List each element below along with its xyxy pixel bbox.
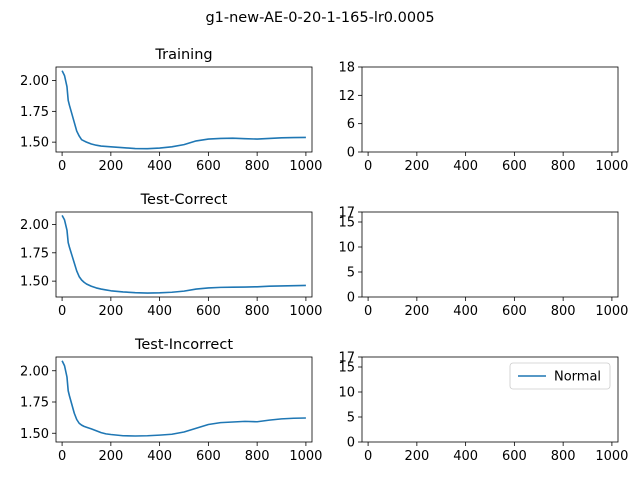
x-tick-label-training-1: 200	[98, 159, 123, 174]
y-tick-label-right-middle-2: 10	[338, 241, 355, 256]
axes-frame-test-incorrect	[55, 356, 313, 443]
x-tick-label-training-0: 0	[58, 159, 66, 174]
axes-frame-training	[55, 66, 313, 153]
x-tick-label-test-incorrect-5: 1000	[289, 449, 322, 464]
x-tick-label-test-correct-5: 1000	[289, 304, 322, 319]
axes-frame-right-top	[361, 66, 619, 153]
x-tick-label-right-bottom-4: 800	[551, 449, 576, 464]
x-tick-label-test-correct-1: 200	[98, 304, 123, 319]
series-line-test-incorrect-0	[61, 360, 306, 437]
axes-frame-test-correct	[55, 211, 313, 298]
x-tick-label-test-incorrect-1: 200	[98, 449, 123, 464]
subplot-training: 0 200 400 600 800 1000 1.50 1.75 2.00 Training	[20, 47, 322, 174]
x-tick-label-right-bottom-0: 0	[364, 449, 372, 464]
y-tick-label-test-correct-0: 1.50	[20, 275, 49, 290]
x-tick-label-training-3: 600	[196, 159, 221, 174]
x-tick-label-right-bottom-5: 1000	[595, 449, 628, 464]
subplot-right-top: 0 200 400 600 800 1000 0 6 12 18	[338, 61, 628, 175]
x-tick-label-test-incorrect-3: 600	[196, 449, 221, 464]
x-tick-label-test-correct-4: 800	[245, 304, 270, 319]
x-tick-label-right-middle-2: 400	[453, 304, 478, 319]
y-tick-label-right-top-1: 6	[347, 117, 355, 132]
x-tick-label-test-correct-3: 600	[196, 304, 221, 319]
legend-box	[509, 362, 611, 390]
x-tick-label-right-middle-0: 0	[364, 304, 372, 319]
y-tick-label-right-middle-3: 15	[338, 216, 355, 231]
x-tick-label-right-top-3: 600	[502, 159, 527, 174]
x-tick-label-right-middle-4: 800	[551, 304, 576, 319]
y-tick-label-test-incorrect-2: 2.00	[20, 364, 49, 379]
x-tick-label-right-middle-5: 1000	[595, 304, 628, 319]
x-tick-label-training-2: 400	[147, 159, 172, 174]
y-tick-label-right-middle-4: 17	[338, 206, 355, 221]
legend: Normal	[509, 362, 611, 390]
x-tick-label-right-middle-1: 200	[404, 304, 429, 319]
y-tick-label-right-bottom-1: 5	[347, 411, 355, 426]
x-tick-label-right-bottom-3: 600	[502, 449, 527, 464]
y-tick-label-right-middle-1: 5	[347, 266, 355, 281]
y-tick-label-right-bottom-0: 0	[347, 436, 355, 451]
series-line-test-correct-0	[61, 215, 306, 294]
x-tick-label-right-middle-3: 600	[502, 304, 527, 319]
y-tick-label-training-0: 1.50	[20, 136, 49, 151]
subplot-test-correct: 0 200 400 600 800 1000 1.50 1.75 2.00 Test-Correc…	[20, 192, 322, 319]
x-tick-label-right-top-2: 400	[453, 159, 478, 174]
y-tick-label-training-2: 2.00	[20, 74, 49, 89]
x-tick-label-test-incorrect-0: 0	[58, 449, 66, 464]
y-tick-label-right-top-3: 18	[338, 61, 355, 76]
subplot-test-incorrect: 0 200 400 600 800 1000 1.50 1.75 2.00 Test-Incorr…	[20, 337, 322, 464]
y-tick-label-test-incorrect-1: 1.75	[20, 396, 49, 411]
x-tick-label-training-5: 1000	[289, 159, 322, 174]
x-tick-label-right-top-5: 1000	[595, 159, 628, 174]
y-tick-label-training-1: 1.75	[20, 105, 49, 120]
y-tick-label-right-middle-0: 0	[347, 291, 355, 306]
subplot-title-training: Training	[154, 47, 212, 63]
x-tick-label-right-top-4: 800	[551, 159, 576, 174]
x-tick-label-right-top-1: 200	[404, 159, 429, 174]
figure-suptitle: g1-new-AE-0-20-1-165-lr0.0005	[205, 10, 434, 26]
x-tick-label-test-incorrect-4: 800	[245, 449, 270, 464]
x-tick-label-right-top-0: 0	[364, 159, 372, 174]
x-tick-label-training-4: 800	[245, 159, 270, 174]
y-tick-label-right-bottom-4: 17	[338, 351, 355, 366]
y-tick-label-right-bottom-2: 10	[338, 386, 355, 401]
y-tick-label-test-incorrect-0: 1.50	[20, 427, 49, 442]
x-tick-label-test-incorrect-2: 400	[147, 449, 172, 464]
y-tick-label-test-correct-1: 1.75	[20, 246, 49, 261]
y-tick-label-right-bottom-3: 15	[338, 361, 355, 376]
axes-frame-right-middle	[361, 211, 619, 298]
series-line-training-0	[61, 70, 306, 150]
y-tick-label-right-top-2: 12	[338, 89, 355, 104]
subplot-title-test-correct: Test-Correct	[140, 192, 228, 208]
x-tick-label-right-bottom-2: 400	[453, 449, 478, 464]
x-tick-label-test-correct-0: 0	[58, 304, 66, 319]
y-tick-label-test-correct-2: 2.00	[20, 218, 49, 233]
axes-frame-right-bottom	[361, 356, 619, 443]
legend-label-0: Normal	[554, 370, 601, 385]
x-tick-label-test-correct-2: 400	[147, 304, 172, 319]
subplot-title-test-incorrect: Test-Incorrect	[134, 337, 233, 353]
x-tick-label-right-bottom-1: 200	[404, 449, 429, 464]
y-tick-label-right-top-0: 0	[347, 146, 355, 161]
